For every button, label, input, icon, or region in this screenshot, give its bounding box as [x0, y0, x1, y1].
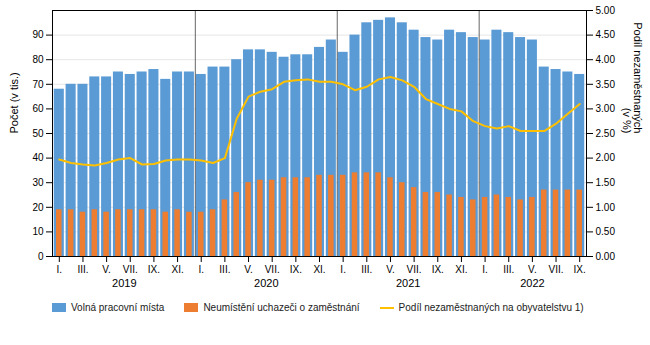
svg-text:VII.: VII. — [407, 264, 422, 275]
svg-text:2020: 2020 — [254, 277, 278, 289]
svg-text:XI.: XI. — [171, 264, 183, 275]
svg-text:2019: 2019 — [112, 277, 136, 289]
svg-text:VII.: VII. — [549, 264, 564, 275]
svg-text:Počet (v tis.): Počet (v tis.) — [8, 72, 20, 133]
svg-text:V.: V. — [102, 264, 111, 275]
svg-text:IX.: IX. — [574, 264, 586, 275]
svg-text:III.: III. — [361, 264, 372, 275]
svg-text:10: 10 — [32, 226, 44, 237]
svg-text:V.: V. — [528, 264, 537, 275]
svg-text:V.: V. — [244, 264, 253, 275]
svg-text:1.00: 1.00 — [596, 202, 616, 213]
svg-text:I.: I. — [57, 264, 63, 275]
svg-text:XI.: XI. — [313, 264, 325, 275]
svg-text:2.50: 2.50 — [596, 128, 616, 139]
svg-text:1.50: 1.50 — [596, 177, 616, 188]
html-text:Volná pracovní místa: Volná pracovní místa — [71, 302, 165, 313]
svg-text:4.00: 4.00 — [596, 54, 616, 65]
svg-text:IX.: IX. — [290, 264, 302, 275]
html-text:Neumístění uchazeči o zaměstná: Neumístění uchazeči o zaměstnání — [203, 302, 360, 313]
svg-text:I.: I. — [482, 264, 488, 275]
svg-text:III.: III. — [219, 264, 230, 275]
svg-text:90: 90 — [32, 29, 44, 40]
svg-text:4.50: 4.50 — [596, 29, 616, 40]
svg-text:80: 80 — [32, 54, 44, 65]
svg-text:3.50: 3.50 — [596, 79, 616, 90]
svg-text:5.00: 5.00 — [596, 5, 616, 16]
svg-text:I.: I. — [198, 264, 204, 275]
svg-text:VII.: VII. — [265, 264, 280, 275]
svg-text:V.: V. — [386, 264, 395, 275]
svg-text:0.50: 0.50 — [596, 226, 616, 237]
svg-text:XI.: XI. — [455, 264, 467, 275]
svg-text:60: 60 — [32, 103, 44, 114]
svg-text:3.00: 3.00 — [596, 103, 616, 114]
svg-text:I.: I. — [340, 264, 346, 275]
svg-text:VII.: VII. — [123, 264, 138, 275]
html-text:Podíl nezaměstnaných na obyvat: Podíl nezaměstnaných na obyvatelstvu 1) — [398, 302, 584, 313]
svg-text:2021: 2021 — [396, 277, 420, 289]
svg-text:III.: III. — [503, 264, 514, 275]
svg-text:0: 0 — [38, 251, 44, 262]
svg-text:Podíl nezaměstnaných(v %): Podíl nezaměstnaných(v %) — [621, 22, 644, 133]
svg-text:III.: III. — [77, 264, 88, 275]
svg-text:30: 30 — [32, 177, 44, 188]
svg-text:IX.: IX. — [432, 264, 444, 275]
svg-text:2022: 2022 — [520, 277, 544, 289]
svg-text:2.00: 2.00 — [596, 152, 616, 163]
svg-text:IX.: IX. — [148, 264, 160, 275]
svg-text:50: 50 — [32, 128, 44, 139]
svg-text:40: 40 — [32, 152, 44, 163]
svg-text:20: 20 — [32, 202, 44, 213]
svg-text:0.00: 0.00 — [596, 251, 616, 262]
svg-text:70: 70 — [32, 79, 44, 90]
